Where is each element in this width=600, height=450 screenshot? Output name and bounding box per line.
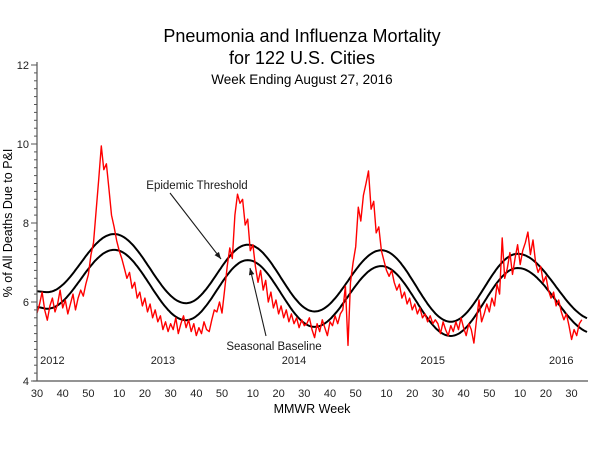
x-tick-label: 10 xyxy=(113,388,125,400)
seasonal-baseline-curve xyxy=(36,248,588,338)
x-tick-label: 30 xyxy=(565,388,577,400)
chart-title-line2: for 122 U.S. Cities xyxy=(229,48,375,68)
x-axis-label: MMWR Week xyxy=(274,402,352,416)
x-tick-label: 40 xyxy=(190,388,202,400)
year-label: 2013 xyxy=(151,355,175,367)
y-axis-label: % of All Deaths Due to P&I xyxy=(1,149,15,298)
y-tick-label: 8 xyxy=(23,218,29,230)
chart-title-line3: Week Ending August 27, 2016 xyxy=(211,72,392,87)
epidemic-threshold-arrow xyxy=(169,192,222,260)
year-label: 2012 xyxy=(40,355,64,367)
year-label: 2015 xyxy=(421,355,445,367)
static-text-layer: Pneumonia and Influenza Mortality for 12… xyxy=(1,26,441,416)
y-tick-label: 6 xyxy=(23,297,29,309)
x-tick-label: 40 xyxy=(57,388,69,400)
chart-title-line1: Pneumonia and Influenza Mortality xyxy=(163,26,440,46)
observed-mortality-line xyxy=(36,145,583,347)
x-tick-label: 20 xyxy=(139,388,151,400)
x-tick-label: 20 xyxy=(540,388,552,400)
year-label: 2014 xyxy=(282,355,306,367)
x-tick-label: 50 xyxy=(216,388,228,400)
x-tick-label: 30 xyxy=(31,388,43,400)
x-tick-label: 30 xyxy=(432,388,444,400)
seasonal-baseline-arrow xyxy=(248,267,267,337)
x-tick-label: 50 xyxy=(483,388,495,400)
x-tick-label: 10 xyxy=(514,388,526,400)
plot-area: 4 6 8 10 12 30 40 50 10 20 30 40 50 10 20 30 40 50 10 20 30 4… xyxy=(17,60,588,400)
y-tick-label: 12 xyxy=(17,60,29,72)
x-tick-label: 10 xyxy=(247,388,259,400)
epidemic-threshold-annotation: Epidemic Threshold xyxy=(146,180,247,192)
x-tick-label: 40 xyxy=(457,388,469,400)
x-tick-label: 20 xyxy=(272,388,284,400)
epidemic-threshold-curve xyxy=(36,233,588,323)
seasonal-baseline-annotation: Seasonal Baseline xyxy=(226,341,321,353)
x-tick-label: 20 xyxy=(406,388,418,400)
x-tick-label: 50 xyxy=(82,388,94,400)
x-tick-label: 10 xyxy=(380,388,392,400)
y-tick-label: 4 xyxy=(23,376,29,388)
x-tick-label: 30 xyxy=(165,388,177,400)
x-tick-label: 50 xyxy=(350,388,362,400)
y-tick-label: 10 xyxy=(17,139,29,151)
x-tick-label: 40 xyxy=(324,388,336,400)
year-label: 2016 xyxy=(549,355,573,367)
x-tick-label: 30 xyxy=(298,388,310,400)
